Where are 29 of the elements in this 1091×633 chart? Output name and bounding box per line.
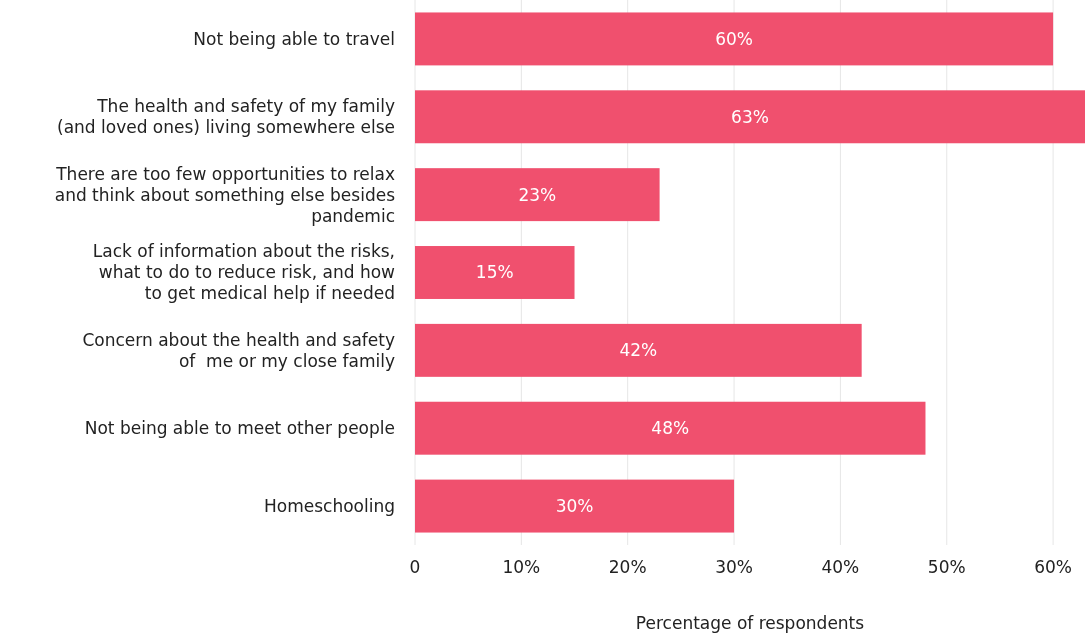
y-tick-label: Concern about the health and safety of me or my close family	[82, 329, 395, 371]
x-tick-label: 10%	[502, 557, 541, 577]
bar	[415, 12, 1054, 66]
bar	[415, 479, 735, 533]
data-label: 15%	[475, 262, 514, 283]
y-tick-label: Homeschooling	[264, 496, 395, 517]
data-label: 42%	[619, 340, 658, 361]
data-label: 63%	[731, 106, 769, 127]
data-label: 23%	[518, 184, 557, 205]
bar	[415, 168, 660, 222]
bar	[415, 246, 575, 299]
x-tick-label: 50%	[927, 557, 966, 577]
bar	[415, 90, 1085, 144]
x-tick-label: 30%	[715, 557, 753, 577]
y-tick-label: Not being able to travel	[193, 28, 395, 49]
y-tick-label: There are too few opportunities to relax and think about something else besides pandemic	[54, 163, 396, 226]
data-label: 60%	[715, 28, 753, 49]
bar	[415, 323, 862, 377]
y-tick-label: The health and safety of my family (and loved ones) living somewhere else	[57, 96, 395, 138]
data-label: 48%	[651, 418, 690, 439]
data-label: 30%	[555, 496, 594, 517]
y-tick-label: Lack of information about the risks, what to do to reduce risk, and how to get medical help if needed	[92, 241, 396, 304]
y-tick-label: Not being able to meet other people	[84, 418, 395, 439]
x-tick-label: 20%	[608, 557, 647, 577]
x-tick-label: 60%	[1034, 557, 1072, 577]
x-axis-title: Percentage of respondents	[635, 613, 865, 633]
x-tick-label: 0	[409, 557, 421, 577]
x-tick-label: 40%	[821, 557, 860, 577]
bar	[415, 401, 926, 455]
